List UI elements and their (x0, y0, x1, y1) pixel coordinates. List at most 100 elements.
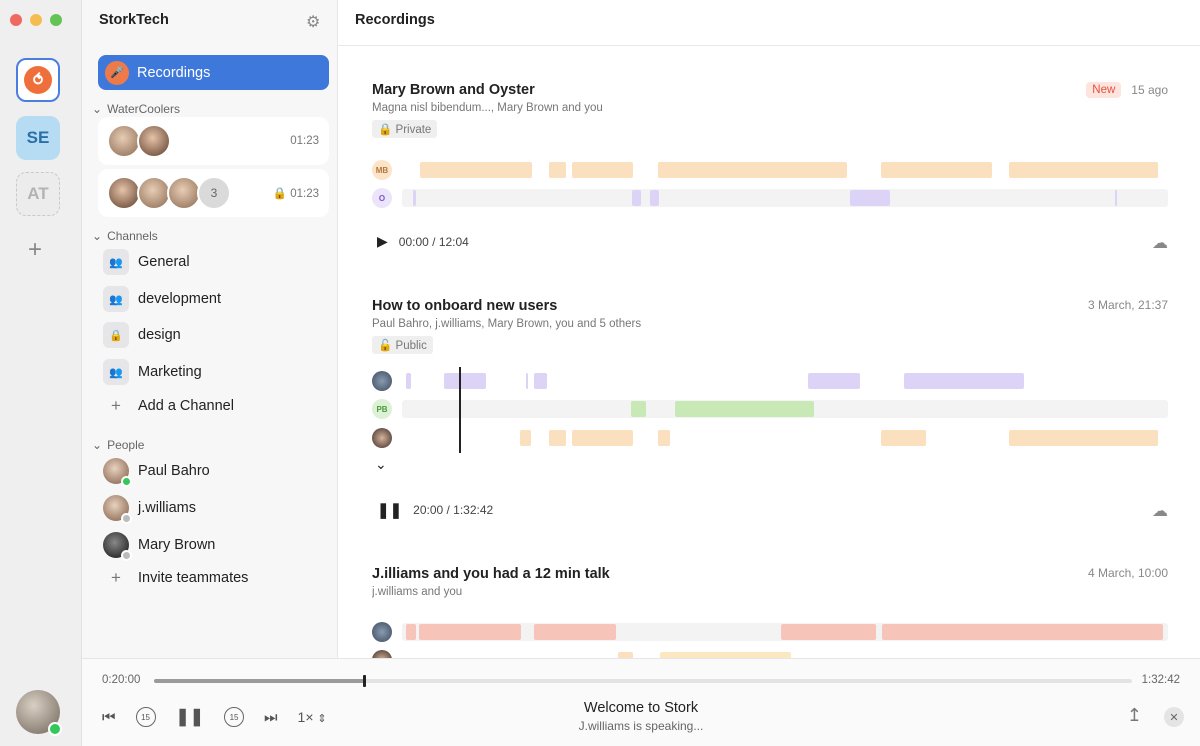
gear-icon[interactable]: ⚙ (306, 14, 321, 31)
avatar (167, 176, 201, 210)
workspace-at[interactable]: AT (16, 172, 60, 216)
section-label: WaterCoolers (107, 102, 180, 116)
sidebar-item-design[interactable]: 🔒 design (103, 322, 181, 348)
track-lane[interactable] (402, 372, 1168, 390)
invite-teammates-button[interactable]: + Invite teammates (103, 568, 248, 588)
section-label: Channels (107, 229, 158, 243)
close-icon[interactable]: ✕ (1164, 707, 1184, 727)
speaker-track[interactable] (372, 622, 1168, 642)
watercooler-time: 🔒 01:23 (273, 186, 319, 200)
chevron-down-icon[interactable]: ⌄ (375, 456, 387, 472)
speech-segment (413, 190, 416, 206)
speech-segment (808, 373, 860, 389)
speech-segment (520, 430, 531, 446)
sidebar-item-mary-brown[interactable]: Mary Brown (103, 532, 215, 561)
cloud-download-icon[interactable]: ☁ (1152, 503, 1168, 520)
plus-icon: + (111, 568, 121, 587)
progress-knob[interactable] (363, 675, 367, 687)
zoom-window-button[interactable] (50, 14, 62, 26)
avatar (103, 458, 132, 487)
share-icon[interactable]: ↥ (1126, 705, 1142, 725)
add-workspace-icon[interactable]: + (28, 236, 43, 263)
minimize-window-button[interactable] (30, 14, 42, 26)
watercooler-item[interactable]: 3 🔒 01:23 (98, 169, 329, 217)
lock-icon: 🔒 (378, 124, 393, 136)
speaker-track[interactable]: O (372, 188, 1168, 208)
watercooler-time: 01:23 (290, 135, 319, 147)
pause-icon[interactable]: ❚❚ (377, 502, 403, 519)
recording-title: How to onboard new users (372, 298, 558, 314)
invite-label: Invite teammates (138, 570, 249, 586)
skip-previous-icon[interactable]: ⏮ (102, 708, 116, 726)
speech-segment (650, 190, 659, 206)
page-title: Recordings (355, 12, 435, 28)
recording-title: Mary Brown and Oyster (372, 82, 535, 98)
avatar: PB (372, 399, 392, 419)
channel-label: development (138, 291, 222, 307)
recording-card[interactable]: How to onboard new users 3 March, 21:37 … (372, 298, 1168, 528)
forward-15-icon[interactable]: 15 (224, 707, 245, 727)
lock-icon: 🔒 (272, 188, 288, 200)
watercooler-item[interactable]: 01:23 (98, 117, 329, 165)
channels-header[interactable]: ⌄ Channels (92, 229, 158, 243)
speaker-track[interactable] (372, 371, 1168, 391)
now-playing-status: J.williams is speaking... (578, 719, 704, 733)
visibility-badge: 🔓 Public (372, 336, 433, 354)
speech-segment (781, 624, 876, 640)
speech-segment (882, 624, 1163, 640)
sidebar-item-paul-bahro[interactable]: Paul Bahro (103, 458, 210, 487)
speed-selector[interactable]: 1× ⇕ (298, 709, 327, 725)
recording-participants: Paul Bahro, j.williams, Mary Brown, you … (372, 318, 642, 330)
sidebar-item-marketing[interactable]: 👥 Marketing (103, 359, 202, 385)
recording-card[interactable]: J.illiams and you had a 12 min talk 4 Ma… (372, 566, 1168, 658)
plus-icon: + (111, 396, 121, 415)
speech-segment (631, 401, 646, 417)
window-controls (10, 14, 62, 26)
track-lane[interactable] (402, 623, 1168, 641)
avatar (107, 176, 141, 210)
channel-label: General (138, 254, 190, 270)
people-icon: 👥 (103, 286, 129, 312)
track-lane[interactable] (402, 429, 1168, 447)
rewind-15-icon[interactable]: 15 (135, 707, 156, 727)
speech-segment (419, 624, 521, 640)
speaker-track[interactable]: MB (372, 160, 1168, 180)
add-channel-button[interactable]: + Add a Channel (103, 396, 234, 416)
workspace-se[interactable]: SE (16, 116, 60, 160)
track-lane[interactable] (402, 161, 1168, 179)
people-header[interactable]: ⌄ People (92, 438, 144, 452)
offline-status-dot (121, 550, 132, 561)
workspace-storktech[interactable]: ⥀ (16, 58, 60, 102)
play-icon[interactable]: ▶ (377, 233, 388, 249)
pause-icon[interactable]: ❚❚ (175, 707, 205, 726)
progress-fill (154, 679, 365, 683)
visibility-label: Public (395, 340, 427, 352)
speech-segment (534, 624, 616, 640)
speaker-track[interactable] (372, 650, 1168, 658)
sidebar-item-j-williams[interactable]: j.williams (103, 495, 196, 524)
playhead[interactable] (459, 367, 461, 453)
track-lane[interactable] (402, 400, 1168, 418)
speech-segment (881, 162, 992, 178)
speaker-track[interactable] (372, 428, 1168, 448)
visibility-label: Private (395, 124, 432, 136)
skip-next-icon[interactable]: ⏭ (264, 708, 278, 726)
progress-bar[interactable] (154, 675, 1132, 687)
avatar (372, 650, 392, 658)
player-controls: ⏮ 15 ❚❚ 15 ⏭ 1× ⇕ (102, 707, 327, 727)
recording-card[interactable]: Mary Brown and Oyster New 15 ago Magna ni… (372, 82, 1168, 262)
speaker-track[interactable]: PB (372, 399, 1168, 419)
watercoolers-header[interactable]: ⌄ WaterCoolers (92, 102, 180, 116)
cloud-download-icon[interactable]: ☁ (1152, 235, 1168, 252)
avatar (103, 532, 132, 561)
chevron-down-icon: ⌄ (92, 229, 103, 243)
sidebar-item-development[interactable]: 👥 development (103, 286, 221, 312)
avatar (107, 124, 141, 158)
sidebar-item-recordings[interactable]: 🎤 Recordings (98, 55, 329, 90)
track-lane[interactable] (402, 189, 1168, 207)
close-window-button[interactable] (10, 14, 22, 26)
track-lane[interactable] (402, 651, 1168, 658)
user-avatar[interactable] (16, 690, 62, 736)
sidebar-item-general[interactable]: 👥 General (103, 249, 190, 275)
speech-segment (549, 162, 566, 178)
